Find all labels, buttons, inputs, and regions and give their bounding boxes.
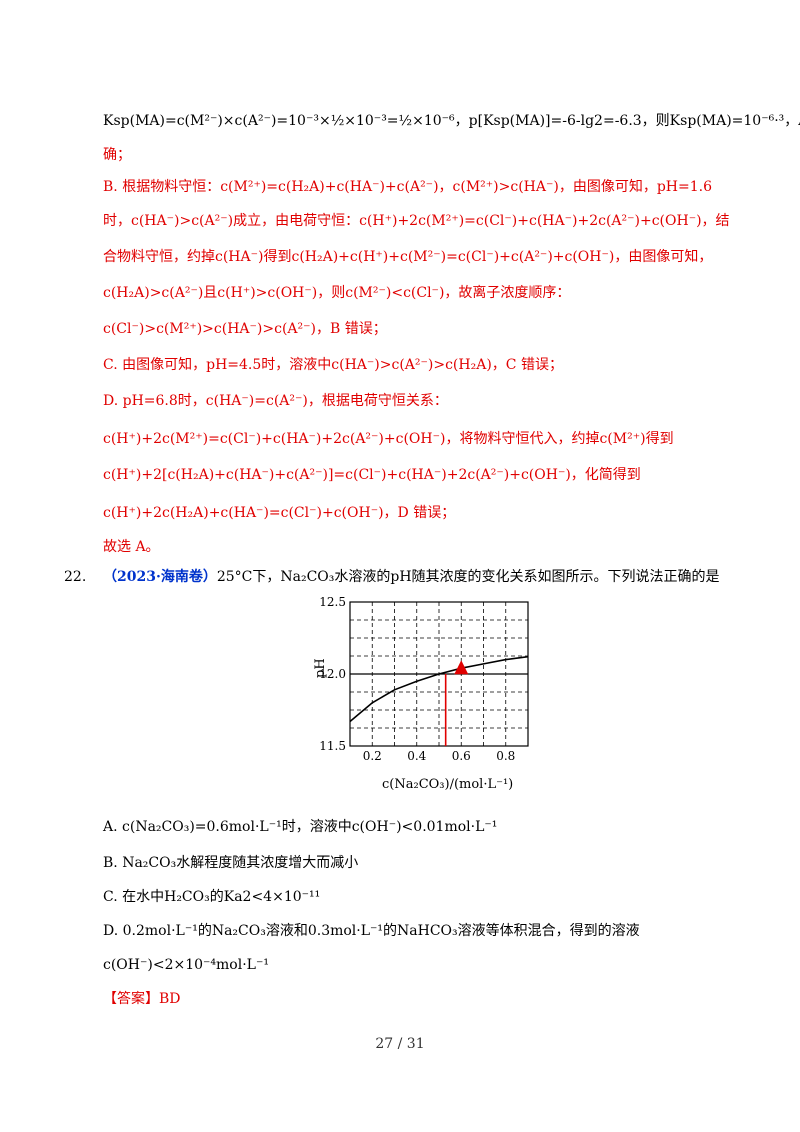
y-tick-label: 11.5 — [319, 739, 346, 753]
solution-line-6: c(H₂A)>c(A²⁻)且c(H⁺)>c(OH⁻)，则c(M²⁻)<c(Cl⁻… — [103, 285, 571, 301]
option-c: C. 在水中H₂CO₃的Ka2<4×10⁻¹¹ — [103, 889, 321, 905]
solution-line-4: 时，c(HA⁻)>c(A²⁻)成立，由电荷守恒：c(H⁺)+2c(M²⁺)=c(… — [103, 213, 730, 229]
solution-line-2: 确； — [103, 147, 131, 163]
option-d-continued: c(OH⁻)<2×10⁻⁴mol·L⁻¹ — [103, 957, 269, 973]
solution-line-10: c(H⁺)+2c(M²⁺)=c(Cl⁻)+c(HA⁻)+2c(A²⁻)+c(OH… — [103, 431, 674, 447]
x-tick-labels: 0.2 0.4 0.6 0.8 — [363, 749, 516, 763]
y-tick-labels: 11.5 12.0 12.5 — [319, 596, 346, 753]
y-tick-label: 12.5 — [319, 596, 346, 609]
annotation-triangle-icon — [454, 660, 469, 675]
x-tick-label: 0.6 — [452, 749, 471, 763]
option-b: B. Na₂CO₃水解程度随其浓度增大而减小 — [103, 855, 359, 871]
page-number: 27 / 31 — [375, 1036, 425, 1052]
solution-option-d: D. pH=6.8时，c(HA⁻)=c(A²⁻)，根据电荷守恒关系： — [103, 393, 448, 409]
solution-conclusion: 故选 A。 — [103, 539, 160, 555]
question-number: 22. — [64, 569, 87, 585]
solution-line-5: 合物料守恒，约掉c(HA⁻)得到c(H₂A)+c(H⁺)+c(M²⁻)=c(Cl… — [103, 249, 713, 265]
solution-line-12: c(H⁺)+2c(H₂A)+c(HA⁻)=c(Cl⁻)+c(OH⁻)，D 错误； — [103, 505, 456, 521]
y-tick-label: 12.0 — [319, 667, 346, 681]
solution-line-7: c(Cl⁻)>c(M²⁺)>c(HA⁻)>c(A²⁻)，B 错误； — [103, 321, 387, 337]
question-stem-text: 25°C下，Na₂CO₃水溶液的pH随其浓度的变化关系如图所示。下列说法正确的是 — [216, 569, 720, 585]
ph-concentration-chart: 11.5 12.0 12.5 0.2 0.4 0.6 0.8 pH c(Na₂CO₃)/(… — [313, 596, 529, 792]
x-tick-label: 0.8 — [496, 749, 515, 763]
option-a: A. c(Na₂CO₃)=0.6mol·L⁻¹时，溶液中c(OH⁻)<0.01m… — [103, 819, 498, 835]
y-axis-label: pH — [313, 658, 328, 678]
solution-line-1: Ksp(MA)=c(M²⁻)×c(A²⁻)=10⁻³×½×10⁻³=½×10⁻⁶… — [103, 113, 800, 129]
question-source: （2023·海南卷） — [103, 569, 217, 585]
solution-option-c: C. 由图像可知，pH=4.5时，溶液中c(HA⁻)>c(A²⁻)>c(H₂A)… — [103, 357, 563, 373]
question-stem: （2023·海南卷）25°C下，Na₂CO₃水溶液的pH随其浓度的变化关系如图所… — [103, 566, 720, 588]
x-tick-label: 0.2 — [363, 749, 382, 763]
answer: 【答案】BD — [103, 991, 181, 1007]
x-tick-label: 0.4 — [407, 749, 426, 763]
ph-curve — [349, 655, 529, 723]
solution-option-b: B. 根据物料守恒：c(M²⁺)=c(H₂A)+c(HA⁻)+c(A²⁻)，c(… — [103, 179, 712, 195]
option-d: D. 0.2mol·L⁻¹的Na₂CO₃溶液和0.3mol·L⁻¹的NaHCO₃… — [103, 923, 640, 939]
solution-line-11: c(H⁺)+2[c(H₂A)+c(HA⁻)+c(A²⁻)]=c(Cl⁻)+c(H… — [103, 467, 641, 483]
x-axis-label: c(Na₂CO₃)/(mol·L⁻¹) — [382, 777, 513, 792]
